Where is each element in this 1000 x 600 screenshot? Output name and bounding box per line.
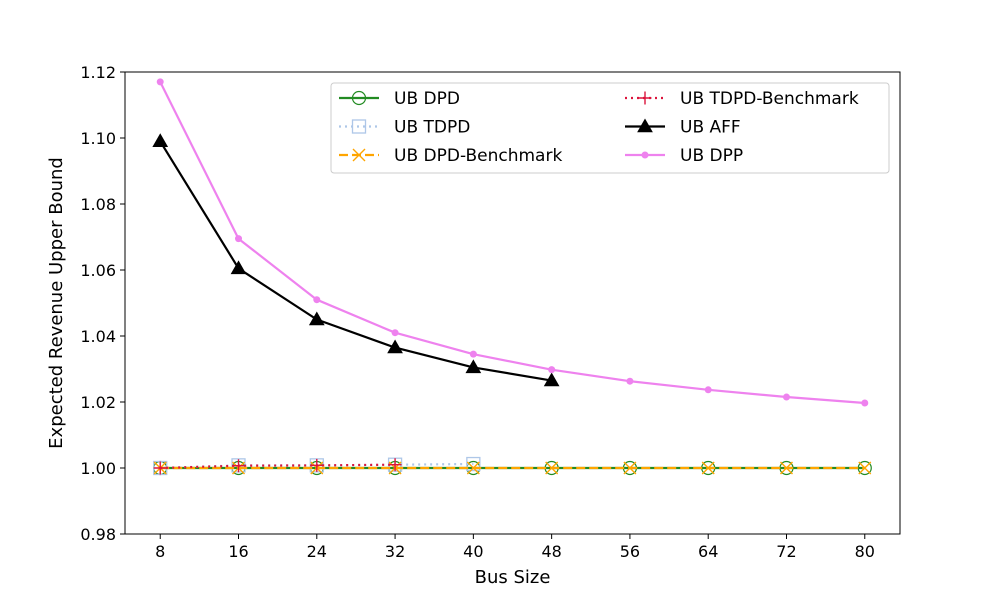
x-axis-label: Bus Size [475, 567, 551, 588]
data-point [545, 461, 559, 475]
data-point [857, 460, 872, 476]
y-tick-label: 0.98 [80, 525, 116, 544]
y-tick-label: 1.08 [80, 195, 116, 214]
legend-label: UB DPD [394, 89, 460, 109]
legend-label: UB AFF [680, 118, 741, 138]
x-tick-label: 48 [541, 542, 561, 561]
data-point [704, 386, 712, 394]
y-tick-label: 1.00 [80, 459, 116, 478]
data-point [156, 78, 164, 86]
data-point [623, 461, 637, 475]
data-point [465, 359, 482, 374]
plot-frame [124, 71, 901, 535]
data-point [351, 90, 367, 106]
data-point [232, 459, 246, 473]
series-line [152, 133, 560, 387]
data-point [308, 311, 325, 326]
x-tick-label: 80 [855, 542, 875, 561]
data-point [782, 393, 790, 401]
data-point [387, 339, 403, 354]
data-point [466, 456, 481, 472]
data-point [701, 461, 715, 475]
data-point [638, 91, 652, 105]
data-point [861, 399, 869, 407]
legend-item: UB DPD-Benchmark [339, 146, 562, 166]
y-tick-label: 1.02 [80, 393, 116, 412]
y-axis: 0.98 1.00 1.02 1.04 1.06 1.08 1.10 1.12 [80, 63, 125, 544]
y-tick-label: 1.10 [80, 129, 116, 148]
y-tick-label: 1.12 [80, 63, 116, 82]
data-point [153, 461, 167, 475]
y-tick-label: 1.06 [80, 261, 116, 280]
data-point [152, 133, 169, 148]
data-point [310, 458, 324, 472]
series-line [153, 458, 402, 475]
legend-label: UB DPD-Benchmark [394, 146, 562, 166]
legend-label: UB TDPD-Benchmark [680, 89, 859, 109]
data-point [641, 151, 649, 159]
legend-item: UB TDPD-Benchmark [625, 89, 859, 109]
data-point [391, 329, 399, 337]
data-point [637, 118, 653, 133]
data-point [230, 260, 247, 275]
data-point [543, 372, 560, 387]
x-tick-label: 40 [463, 542, 483, 561]
y-tick-label: 1.04 [80, 327, 116, 346]
data-point [466, 461, 480, 475]
series-path [159, 140, 552, 382]
series-layer [152, 78, 872, 476]
legend-frame [330, 82, 890, 174]
series-line [156, 78, 869, 407]
legend-item: UB DPD [339, 89, 460, 109]
x-tick-label: 64 [698, 542, 718, 561]
x-tick-label: 56 [620, 542, 640, 561]
legend-label: UB TDPD [394, 118, 470, 138]
x-tick-label: 32 [385, 542, 405, 561]
legend-item: UB AFF [625, 118, 741, 138]
x-axis: 8 16 24 32 40 48 56 64 72 80 [155, 534, 875, 561]
data-point [388, 458, 402, 472]
legend: UB DPD UB TDPD UB DPD-Benchmark UB TDPD-Ben… [330, 82, 890, 174]
data-point [779, 461, 793, 475]
x-tick-label: 24 [307, 542, 327, 561]
legend-label: UB DPP [680, 146, 743, 166]
legend-item: UB TDPD [339, 118, 470, 138]
data-point [235, 235, 243, 243]
x-tick-label: 8 [155, 542, 165, 561]
legend-item: UB DPP [625, 146, 743, 166]
x-tick-label: 72 [776, 542, 796, 561]
data-point [469, 350, 477, 358]
y-axis-label: Expected Revenue Upper Bound [46, 157, 67, 449]
data-point [548, 366, 556, 374]
data-point [858, 461, 872, 475]
series-path [159, 81, 865, 405]
x-tick-label: 16 [228, 542, 248, 561]
data-point [352, 148, 366, 162]
data-point [626, 377, 634, 385]
data-point [313, 296, 321, 304]
data-point [351, 119, 367, 134]
